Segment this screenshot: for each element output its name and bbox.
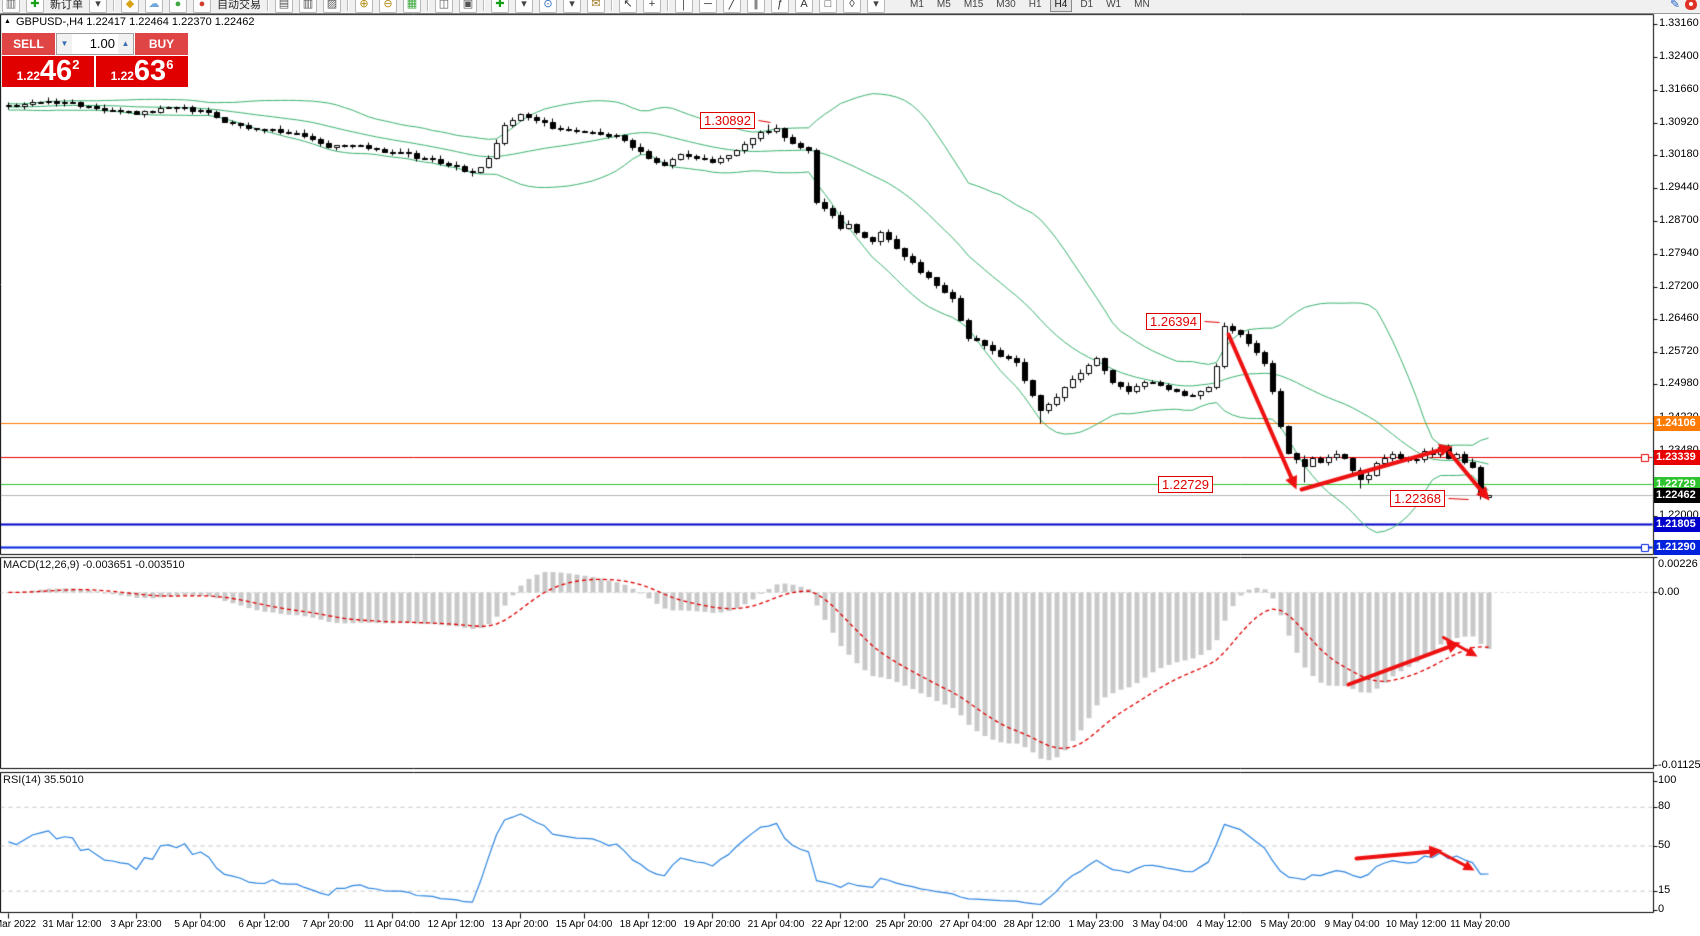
sell-price-display[interactable]: 1.22 46 2 [2,56,94,87]
buy-price-big: 63 [133,55,167,87]
volume-decrease-button[interactable]: ▼ [57,34,72,54]
buy-price-prefix: 1.22 [110,69,134,83]
sell-button[interactable]: SELL [2,33,55,55]
volume-input[interactable]: 1.00 [89,36,115,51]
sell-price-big: 46 [39,55,73,87]
volume-increase-button[interactable]: ▲ [118,34,133,54]
buy-button[interactable]: BUY [135,33,188,55]
buy-price-sup: 6 [166,57,174,72]
volume-box: ▼ 1.00 ▲ [56,33,134,55]
sell-price-sup: 2 [72,57,80,72]
sell-price-prefix: 1.22 [16,69,40,83]
one-click-trading-panel: SELL ▼ 1.00 ▲ BUY 1.22 46 2 1.22 63 6 [2,33,188,87]
buy-price-display[interactable]: 1.22 63 6 [96,56,188,87]
